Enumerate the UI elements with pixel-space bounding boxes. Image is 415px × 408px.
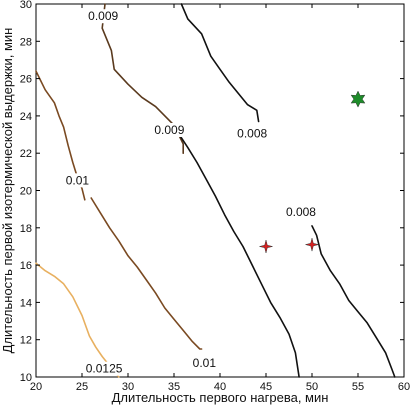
- y-tick-label-1: 12: [20, 335, 32, 347]
- y-tick-label-4: 18: [20, 223, 32, 235]
- markers: [259, 90, 366, 254]
- contour-label-0-1: 0.009: [153, 122, 186, 137]
- svg-text:0.01: 0.01: [66, 173, 90, 187]
- y-tick-label-7: 24: [20, 111, 32, 123]
- contour-label-5-0: 0.01: [191, 356, 218, 371]
- contour-lines: [35, 3, 396, 378]
- contour-line-0_008-3: [176, 130, 300, 378]
- contour-line-0_008-2: [311, 225, 396, 378]
- contour-labels: 0.009 0.009 0.008 0.008 0.01 0.01 0.0125: [64, 9, 318, 376]
- y-tick-label-2: 14: [20, 297, 32, 309]
- y-tick-label-9: 28: [20, 36, 32, 48]
- contour-line-0_008-1: [180, 3, 260, 123]
- x-tick-label-3: 35: [168, 381, 180, 393]
- y-axis: 10 12 14 16 18 20 22 24 26 28 30: [20, 0, 404, 384]
- x-axis-title: Длительность первого нагрева, мин: [112, 390, 329, 405]
- contour-label-6-0: 0.0125: [84, 361, 124, 376]
- marker-red-star-2: [305, 238, 319, 252]
- contour-label-0-0: 0.009: [87, 9, 120, 24]
- y-tick-label-5: 20: [20, 186, 32, 198]
- y-tick-label-3: 16: [20, 260, 32, 272]
- marker-green-star-0: [350, 90, 366, 108]
- x-tick-label-6: 50: [306, 381, 318, 393]
- contour-label-2-0: 0.008: [284, 205, 318, 220]
- contour-label-4-0: 0.01: [64, 173, 91, 188]
- contour-line-0_01-5: [90, 197, 203, 350]
- y-tick-label-6: 22: [20, 148, 32, 160]
- svg-text:0.009: 0.009: [154, 123, 184, 137]
- x-tick-label-4: 40: [214, 381, 226, 393]
- plot-frame: [35, 3, 405, 378]
- svg-text:0.008: 0.008: [286, 205, 316, 219]
- y-tick-label-8: 26: [20, 74, 32, 86]
- svg-text:0.008: 0.008: [237, 127, 267, 141]
- y-tick-label-0: 10: [20, 372, 32, 384]
- svg-text:0.0125: 0.0125: [86, 362, 123, 376]
- x-tick-label-0: 20: [30, 381, 42, 393]
- marker-red-star-1: [259, 239, 273, 254]
- x-tick-label-8: 60: [398, 381, 410, 393]
- contour-label-1-0: 0.008: [236, 126, 269, 141]
- plot-area: 0.009 0.009 0.008 0.008 0.01 0.01 0.0125: [35, 3, 405, 378]
- x-axis: 20 25 30 35 40 45 50 55 60: [30, 4, 410, 393]
- x-tick-label-2: 30: [122, 381, 134, 393]
- x-tick-label-1: 25: [76, 381, 88, 393]
- svg-text:0.01: 0.01: [193, 356, 217, 370]
- y-tick-label-10: 30: [20, 0, 32, 11]
- y-axis-title: Длительность первой изотермической выдер…: [0, 28, 15, 354]
- x-tick-label-7: 55: [352, 381, 364, 393]
- svg-text:0.009: 0.009: [88, 9, 118, 23]
- x-tick-label-5: 45: [260, 381, 272, 393]
